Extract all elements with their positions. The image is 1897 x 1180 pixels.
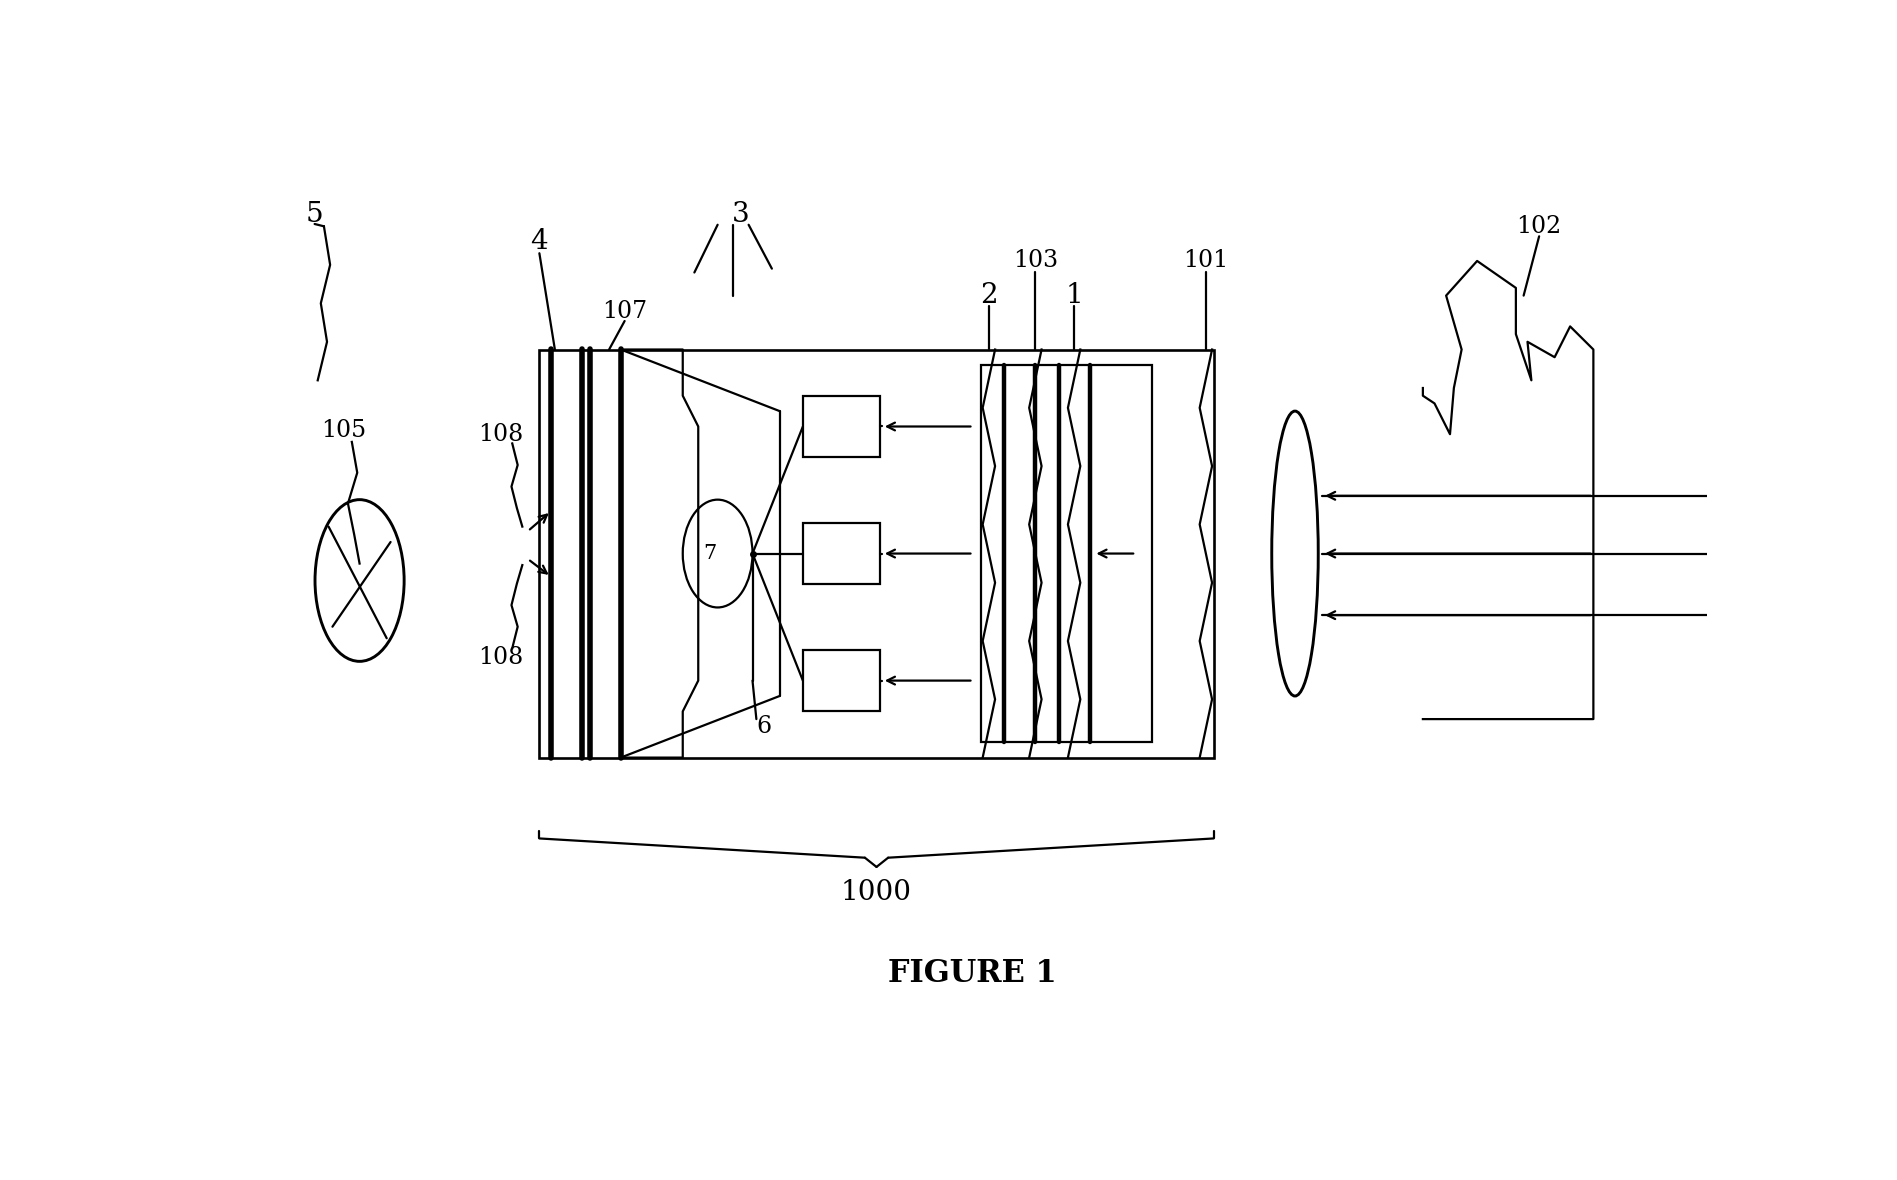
Text: 3: 3: [732, 202, 749, 228]
Text: 101: 101: [1184, 249, 1229, 273]
Bar: [539, 349, 1214, 758]
Text: 5: 5: [305, 202, 322, 228]
Text: 7: 7: [704, 544, 717, 563]
Bar: [802, 650, 880, 712]
Text: 1: 1: [1066, 282, 1083, 309]
Text: 102: 102: [1516, 215, 1561, 238]
Text: 1000: 1000: [840, 879, 912, 906]
Text: 107: 107: [601, 300, 647, 322]
Text: 4: 4: [531, 228, 548, 255]
Bar: [802, 523, 880, 584]
Text: 2: 2: [981, 282, 998, 309]
Text: 105: 105: [321, 419, 366, 441]
Text: FIGURE 1: FIGURE 1: [888, 958, 1057, 989]
Bar: [802, 395, 880, 458]
Text: 108: 108: [478, 645, 524, 669]
Text: 6: 6: [757, 715, 772, 739]
Text: 108: 108: [478, 422, 524, 446]
Text: 103: 103: [1013, 249, 1059, 273]
Bar: [981, 365, 1151, 742]
